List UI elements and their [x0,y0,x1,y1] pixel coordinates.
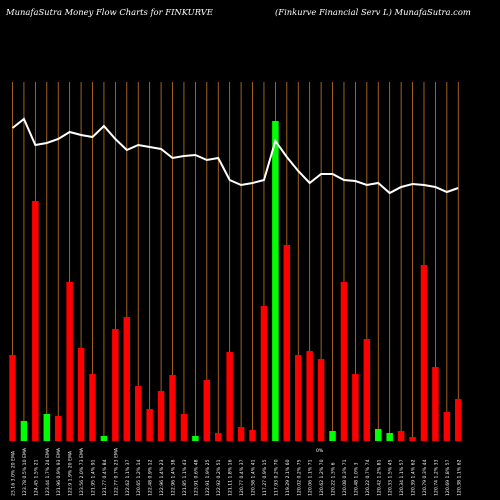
annotation-label: 0% [316,448,324,454]
bar [123,317,131,441]
chart-subtitle: (Finkurve Financial Serv L) MunafaSutra.… [275,7,471,17]
x-tick-label: 120.65 1.2% 14 [136,459,142,496]
bar [375,429,382,441]
bar [100,436,108,441]
x-tick-label: 120.22 1.3% 6 [331,462,337,496]
price-line [11,117,459,195]
x-tick-label: 23.16 3.0% 20 EMA [11,450,17,496]
x-tick-label: 121.85 1.1% 43 [182,459,188,496]
x-tick-label: 120.42 1.2% 81 [376,459,382,496]
bar [134,386,142,441]
bar [260,306,268,441]
bar [43,414,51,441]
x-tick-label: 120.69 1.8% 57 [445,459,451,496]
bar [352,374,359,441]
x-tick-label: 119.29 2.1% 60 [285,459,291,496]
x-tick-label: 117.27 0.9% 15 [262,459,268,496]
bar [306,351,313,441]
bar [112,329,119,441]
bar [169,375,176,441]
x-tick-label: 123.56 2.0% 73 EMA [79,447,85,496]
bar [283,245,291,441]
x-tick-label: 122.96 1.4% 23 [159,459,165,496]
bar [32,201,39,441]
x-tick-label: 121.77 0.4% 84 [102,459,108,496]
x-tick-label: 117.93 0.2% 70 [273,459,279,496]
bar [432,367,439,441]
bar [397,431,405,441]
x-tick-label: 122.77 0.7% 23 EMA [113,447,119,496]
x-tick-label: 121.96 0.9% 93 EMA [56,447,62,496]
bar [455,399,462,441]
x-tick-label: 120.38 1.1% 62 [456,459,462,496]
x-tick-label: 120.74 1.2% 33 [433,459,439,496]
bar [420,265,428,441]
bar [203,380,211,441]
bar [317,359,325,441]
x-tick-label: 123.78 0.5% 10 EMA [22,447,28,496]
x-tick-label: 122.62 1.1% 37 [125,459,131,496]
x-tick-label: 121.95 1.4% 91 [91,459,97,496]
bar [409,437,416,441]
x-tick-label: 120.62 1.2% 70 [319,459,325,496]
bar [146,409,153,441]
bar [386,433,393,441]
x-tick-label: 121.11 1.8% 16 [228,459,234,496]
x-tick-label: 120.39 1.4% 62 [411,459,417,496]
bar [157,391,165,441]
x-tick-label: 120.33 1.5% 45 [388,459,394,496]
x-tick-label: 122.9 1.9% 20 EMA [68,450,74,496]
bar [9,355,16,441]
x-tick-label: 120.08 0.3% 71 [342,459,348,496]
x-tick-label: 120.79 0.3% 44 [422,459,428,496]
bar [54,416,62,441]
bar [226,352,233,441]
bar [237,427,245,441]
bar [249,430,256,441]
bar [214,433,222,441]
bar [192,436,199,441]
x-tick-label: 120.58 1.4% 41 [251,459,257,496]
bar [20,421,28,441]
bar [329,431,336,441]
bar [443,412,451,441]
bar [272,121,279,441]
chart-title: MunafaSutra Money Flow Charts for FINKUR… [6,7,213,17]
x-tick-label: 123.91 0.6% 48 [193,459,199,496]
bar [340,282,348,441]
x-tick-label: 124.45 1.5% 21 [33,459,39,496]
x-tick-label: 120.48 1.0% 3 [353,462,359,496]
x-tick-label: 122.91 1.9% 25 [205,459,211,496]
bar [295,355,302,441]
bar [363,339,371,441]
bar [77,348,85,441]
x-tick-label: 122.96 1.4% 38 [171,459,177,496]
bar [180,414,188,441]
x-tick-label: 120.22 0.7% 74 [365,459,371,496]
x-tick-label: 120.06 1.1% 71 [308,459,314,496]
x-tick-label: 123.44 1.7% 24 EMA [45,447,51,496]
x-tick-label: 120.02 0.2% 75 [296,459,302,496]
x-tick-label: 122.92 0.2% 51 [216,459,222,496]
bar [66,282,73,441]
x-tick-label: 122.48 0.9% 12 [148,459,154,496]
bar [89,374,96,441]
x-tick-label: 120.77 0.4% 37 [239,459,245,496]
x-tick-label: 120.34 1.1% 57 [399,459,405,496]
